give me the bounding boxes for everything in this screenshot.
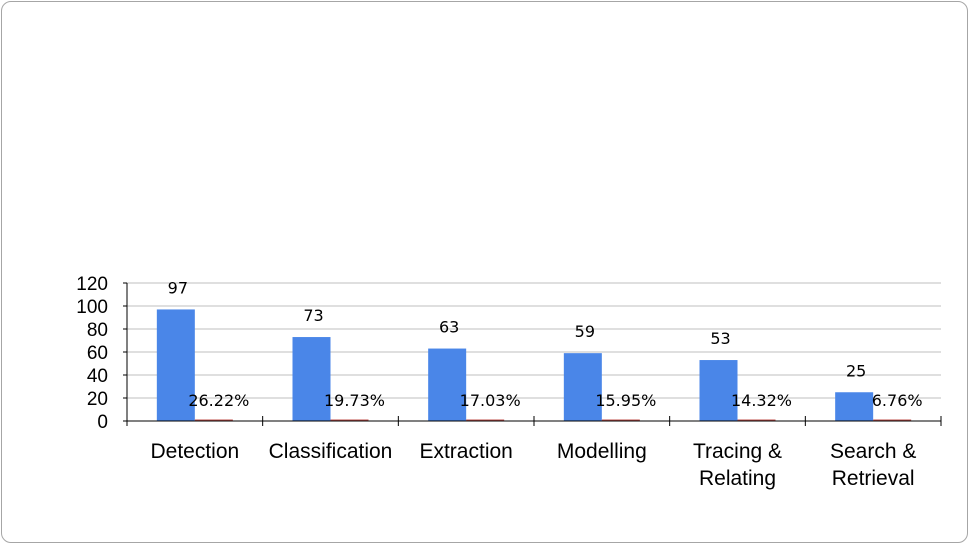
data-label-count: 73 [303,306,323,325]
y-tick-label: 0 [97,412,108,433]
bar-count [835,392,874,421]
y-tick-label: 120 [76,274,108,295]
data-label-count: 53 [710,329,730,348]
bar-percentage [873,419,912,421]
x-category-label: Tracing & [693,440,782,463]
y-tick-label: 20 [87,389,108,410]
bar-percentage [194,419,233,421]
bar-percentage [601,419,640,421]
y-tick-label: 100 [76,297,108,318]
bar-percentage [330,419,369,421]
data-label-count: 63 [439,318,459,337]
x-category-label: Search & [830,440,916,463]
bars [156,309,912,421]
bar-count [699,360,738,421]
x-category-label: Modelling [557,440,647,463]
data-label-percentage: 19.73% [324,391,385,410]
y-tick-label: 80 [87,320,108,341]
x-category-label: Extraction [419,440,512,463]
data-label-count: 25 [846,361,866,380]
gridlines [127,282,941,399]
x-axis [126,283,942,426]
data-label-percentage: 26.22% [188,391,249,410]
category-labels: Detection Classification Extraction Modelli… [150,440,916,490]
data-label-percentage: 14.32% [731,391,792,410]
data-label-percentage: 15.95% [595,391,656,410]
bar-count [292,337,331,421]
bar-count [428,348,467,421]
bar-percentage [466,419,505,421]
data-label-percentage: 17.03% [460,391,521,410]
y-tick-label: 60 [87,343,108,364]
x-category-label: Relating [699,467,776,490]
x-category-label: Retrieval [832,467,915,490]
data-labels: 97 26.22% 73 19.73% 63 17.03% 59 15.95% 53 14.32%… [168,278,923,410]
x-category-label: Detection [150,440,239,463]
data-label-count: 59 [575,322,595,341]
y-tick-label: 40 [87,366,108,387]
bar-percentage [737,419,776,421]
bar-count [563,353,602,421]
x-category-label: Classification [269,440,393,463]
bar-count [156,309,195,421]
data-label-percentage: 6.76% [872,391,923,410]
data-label-count: 97 [168,278,188,297]
